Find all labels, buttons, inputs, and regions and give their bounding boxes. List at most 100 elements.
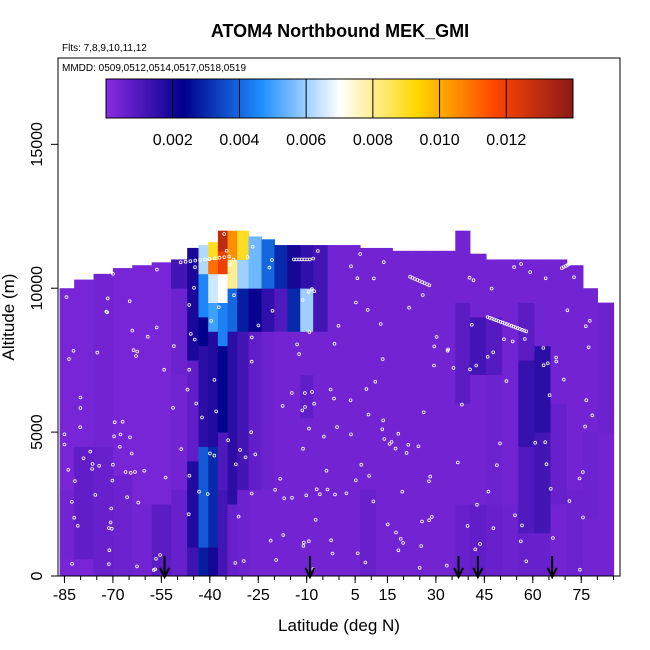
curtain-cell xyxy=(112,268,133,476)
obs-point xyxy=(432,344,437,349)
obs-point xyxy=(380,357,385,361)
obs-point xyxy=(193,265,197,270)
obs-point xyxy=(104,263,109,268)
colorbar-tick-label: 0.008 xyxy=(353,132,393,149)
obs-point xyxy=(222,232,227,236)
curtain-cell xyxy=(198,317,209,347)
x-tick-label: -55 xyxy=(150,587,173,604)
obs-point xyxy=(473,547,478,552)
curtain-cell xyxy=(359,489,377,577)
curtain-cell xyxy=(274,245,288,289)
obs-point xyxy=(111,271,115,276)
obs-point xyxy=(401,541,405,545)
obs-point xyxy=(303,405,307,409)
obs-point xyxy=(64,295,69,299)
obs-point xyxy=(393,446,398,451)
obs-point xyxy=(200,415,204,420)
obs-point xyxy=(330,551,335,556)
curtain-cell xyxy=(597,302,615,433)
curtain-cell xyxy=(93,446,114,577)
curtain-cell xyxy=(261,288,275,332)
obs-point xyxy=(455,460,460,465)
obs-point xyxy=(420,293,425,297)
curtain-cell xyxy=(534,432,552,534)
curtain-cell xyxy=(440,250,456,577)
obs-point xyxy=(253,452,258,457)
obs-point xyxy=(404,451,409,455)
obs-point xyxy=(318,492,322,497)
curtain-cell xyxy=(518,446,536,534)
obs-point xyxy=(398,536,403,541)
obs-point xyxy=(548,486,553,491)
y-tick-label: 0 xyxy=(29,571,46,580)
obs-point xyxy=(270,258,274,262)
obs-point xyxy=(502,337,506,342)
curtain-cell xyxy=(217,489,229,577)
colorbar-tick-label: 0.010 xyxy=(420,132,460,149)
obs-point xyxy=(245,255,250,259)
obs-point xyxy=(280,404,285,408)
obs-point xyxy=(130,328,135,333)
obs-point xyxy=(332,341,337,346)
obs-point xyxy=(95,350,100,355)
obs-point xyxy=(394,530,398,535)
obs-point xyxy=(163,475,168,480)
obs-point xyxy=(576,257,580,262)
obs-point xyxy=(513,513,517,518)
obs-point xyxy=(120,419,125,424)
obs-point xyxy=(158,553,162,557)
obs-point xyxy=(587,318,592,323)
obs-point xyxy=(295,342,299,347)
curtain-cell xyxy=(208,242,219,260)
obs-point xyxy=(572,275,576,280)
obs-point xyxy=(445,348,450,353)
obs-point xyxy=(543,276,548,281)
obs-point xyxy=(387,442,392,446)
obs-point xyxy=(444,563,449,568)
curtain-cell xyxy=(74,446,95,560)
curtain-cell xyxy=(248,331,263,491)
curtain-cell xyxy=(518,360,536,447)
obs-point xyxy=(367,474,371,478)
curtain-cell xyxy=(217,250,229,275)
obs-point xyxy=(577,476,582,481)
obs-point xyxy=(451,366,456,370)
curtain-cell xyxy=(455,230,471,304)
obs-point xyxy=(222,255,227,259)
obs-point xyxy=(131,348,136,352)
obs-point xyxy=(478,542,482,546)
obs-point xyxy=(489,286,494,291)
obs-point xyxy=(179,447,184,451)
curtain-cell xyxy=(582,288,598,433)
obs-point xyxy=(192,337,197,342)
obs-point xyxy=(336,323,341,328)
observation-points xyxy=(62,232,595,572)
curtain-cell xyxy=(274,288,288,332)
obs-point xyxy=(228,262,233,267)
obs-point xyxy=(217,305,221,310)
obs-point xyxy=(460,402,464,407)
obs-point xyxy=(583,424,587,429)
obs-point xyxy=(385,522,390,527)
curtain-cell xyxy=(187,360,200,462)
curtain-cell xyxy=(518,259,536,304)
obs-point xyxy=(348,398,353,403)
colorbar-tick-label: 0.004 xyxy=(219,132,259,149)
obs-point xyxy=(434,335,439,339)
curtain-cell xyxy=(327,245,345,577)
curtain-cell xyxy=(469,374,487,505)
obs-point xyxy=(504,379,509,383)
obs-point xyxy=(312,289,317,294)
obs-point xyxy=(127,299,132,304)
obs-point xyxy=(353,478,358,483)
obs-point xyxy=(378,322,383,326)
obs-point xyxy=(212,256,217,261)
obs-point xyxy=(112,434,116,439)
flight-marker-arrowhead xyxy=(159,567,170,580)
curtain-cell xyxy=(485,317,503,375)
x-tick-label: 30 xyxy=(427,587,445,604)
curtain-cell xyxy=(59,489,75,560)
x-tick-label: 15 xyxy=(379,587,397,604)
obs-point xyxy=(373,379,378,384)
curtain-cell xyxy=(408,250,426,577)
